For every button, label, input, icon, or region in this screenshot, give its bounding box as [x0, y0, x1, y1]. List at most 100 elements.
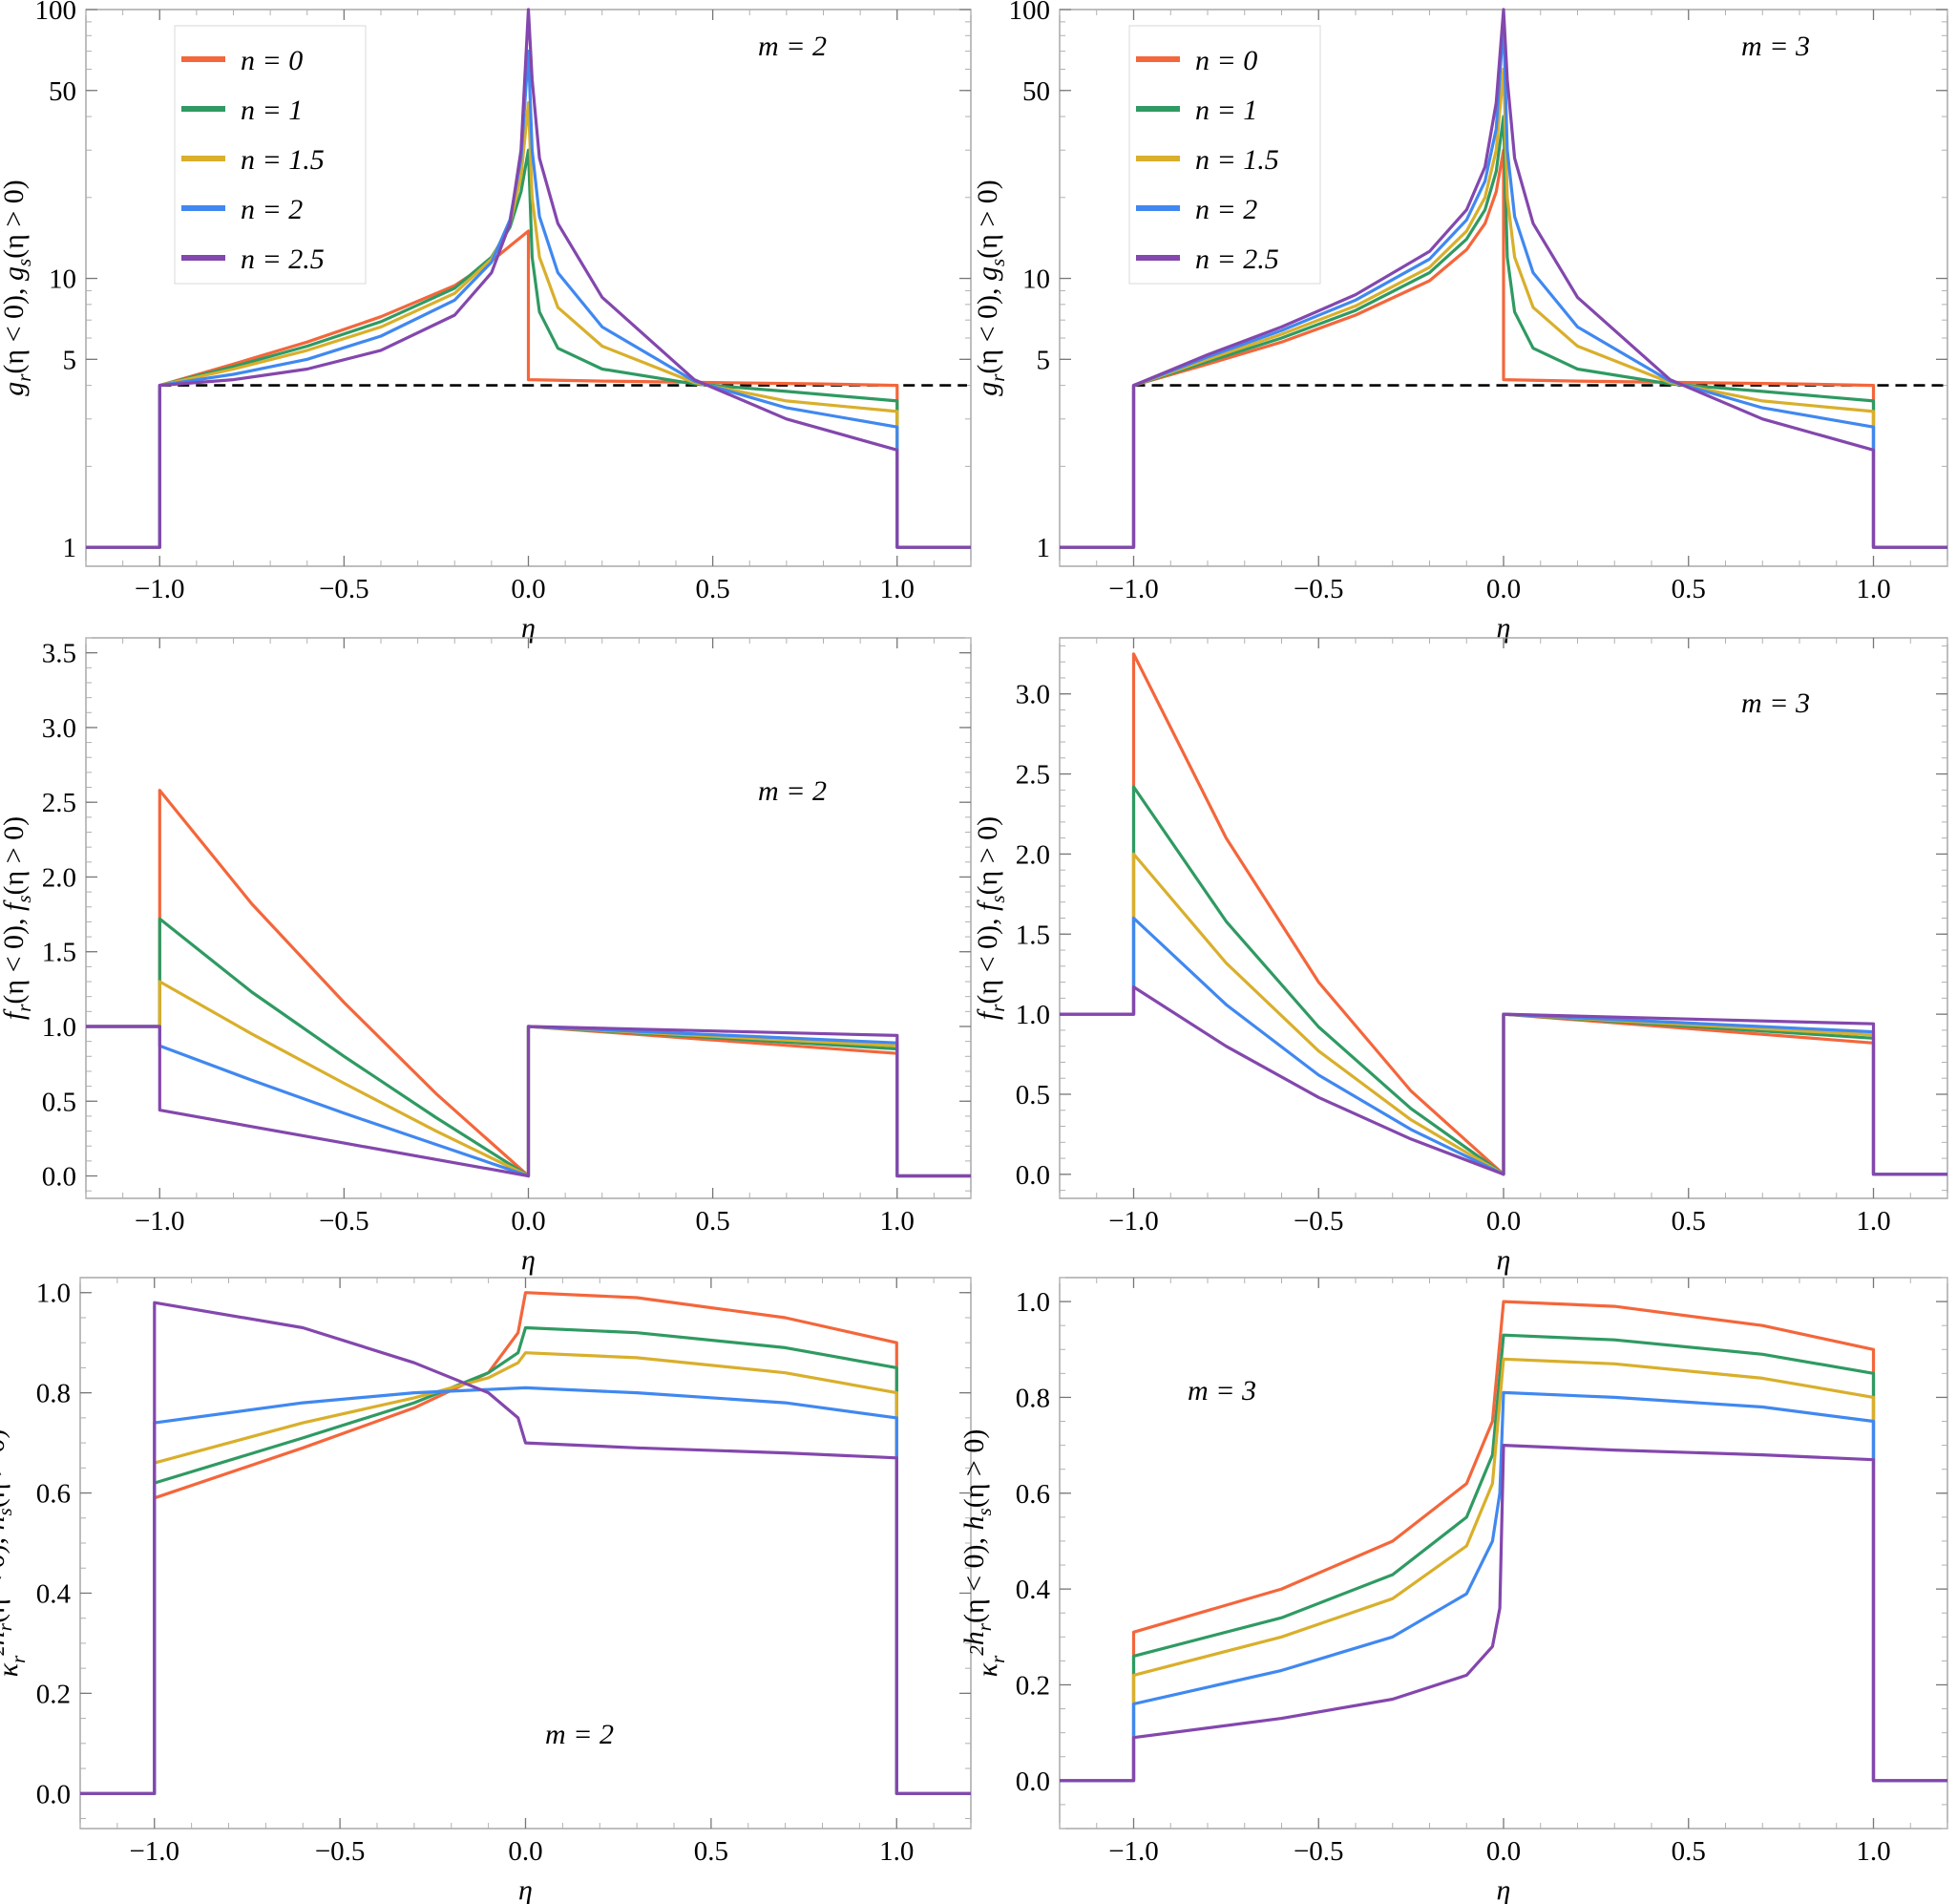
series-line-n1.5	[1060, 67, 1947, 549]
panel-annotation: m = 3	[1188, 1375, 1256, 1407]
y-tick-label: 0.0	[1016, 1160, 1050, 1191]
y-tick-label: 1	[63, 533, 77, 563]
y-tick-label: 100	[1009, 0, 1051, 26]
x-tick-label: −0.5	[1294, 1206, 1344, 1237]
y-tick-label: 10	[49, 264, 76, 295]
y-tick-label: 0.0	[42, 1162, 76, 1193]
y-tick-label: 0.6	[1016, 1479, 1050, 1510]
x-tick-label: −1.0	[135, 1206, 185, 1237]
y-tick-label: 0.4	[36, 1578, 72, 1609]
series-line-n1	[80, 1325, 971, 1795]
x-tick-label: 0.5	[1672, 1836, 1706, 1867]
series-line-n2.5	[1060, 1443, 1947, 1783]
y-tick-label: 0.4	[1016, 1575, 1051, 1605]
x-tick-label: 0.0	[1486, 574, 1521, 604]
x-tick-label: 0.0	[1486, 1206, 1521, 1237]
series-line-n2.5	[1060, 984, 1947, 1176]
panel-annotation: m = 3	[1741, 688, 1810, 719]
x-tick-label: −0.5	[1294, 1836, 1344, 1867]
y-tick-label: 1.0	[36, 1279, 71, 1309]
chart-panel-h-m2: 0.0 0.2 0.4 0.6 0.8 1.0 −1.0 −0.5 0.0 0.5 1.0 η κr2h…	[0, 1277, 972, 1904]
x-tick-label: 1.0	[879, 1836, 914, 1867]
plot-frame	[79, 1277, 972, 1830]
x-axis-label: η	[521, 1244, 536, 1276]
y-tick-label: 3.0	[42, 713, 76, 744]
x-tick-label: −0.5	[319, 574, 369, 604]
y-tick-label: 2.0	[1016, 839, 1050, 870]
x-tick-label: 0.0	[511, 1206, 545, 1237]
legend-entry-n1: n = 1	[1195, 95, 1257, 126]
x-tick-label: 0.5	[1672, 574, 1706, 604]
x-tick-label: −1.0	[129, 1836, 179, 1867]
x-tick-label: 0.0	[511, 574, 545, 604]
y-tick-label: 0.5	[1016, 1080, 1050, 1111]
series-line-n0	[1060, 1300, 1947, 1783]
chart-panel-g-m2: 1 5 10 50 100 −1.0 −0.5 0.0 0.5 1.0 η gr(η < 0), gs…	[0, 0, 972, 644]
chart-panel-f-m2: 0.0 0.5 1.0 1.5 2.0 2.5 3.0 3.5 −1.0 −0.5 0.0 0.5 1.…	[0, 637, 972, 1276]
y-tick-label: 3.0	[1016, 680, 1050, 710]
series-line-n1.5	[86, 100, 971, 549]
y-tick-label: 100	[35, 0, 77, 26]
series-line-n1.5	[1060, 1357, 1947, 1783]
y-tick-label: 1.5	[1016, 920, 1050, 950]
y-tick-label: 0.8	[36, 1379, 71, 1409]
x-axis-label: η	[518, 1874, 533, 1904]
series-line-n1	[86, 148, 971, 549]
y-tick-label: 0.5	[42, 1087, 76, 1117]
series-line-n0	[1060, 148, 1947, 549]
x-tick-label: 0.5	[1672, 1206, 1706, 1237]
y-axis-label: gr(η < 0), gs(η > 0)	[0, 180, 35, 396]
y-tick-label: 10	[1022, 264, 1050, 295]
series-line-n2.5	[1060, 8, 1947, 549]
series-line-n2.5	[80, 1301, 971, 1795]
y-tick-label: 50	[1022, 76, 1050, 107]
y-tick-label: 5	[1037, 345, 1051, 375]
panel-annotation: m = 2	[758, 31, 827, 62]
x-tick-label: −1.0	[135, 574, 185, 604]
y-tick-label: 0.2	[1016, 1670, 1050, 1701]
legend: n = 0 n = 1 n = 1.5 n = 2 n = 2.5	[1128, 25, 1321, 285]
y-tick-label: 5	[63, 345, 77, 375]
chart-panel-h-m3: 0.0 0.2 0.4 0.6 0.8 1.0 −1.0 −0.5 0.0 0.5 1.0 η κr2h…	[958, 1277, 1948, 1904]
x-tick-label: 1.0	[1856, 574, 1890, 604]
x-tick-label: 0.5	[694, 1836, 728, 1867]
y-tick-label: 0.0	[36, 1779, 71, 1809]
y-tick-label: 1.5	[42, 938, 76, 968]
y-axis-label: fr(η < 0), fs(η > 0)	[0, 816, 35, 1020]
series-line-n2.5	[86, 1025, 971, 1178]
series-line-n0	[80, 1291, 971, 1795]
y-tick-label: 2.0	[42, 862, 76, 893]
y-tick-label: 1.0	[1016, 1000, 1050, 1030]
series-line-n1	[1060, 1333, 1947, 1783]
y-tick-label: 0.8	[1016, 1383, 1050, 1413]
x-axis-label: η	[1497, 1874, 1511, 1904]
x-tick-label: −0.5	[319, 1206, 369, 1237]
x-axis-label: η	[1497, 1244, 1511, 1276]
y-axis-label: fr(η < 0), fs(η > 0)	[972, 816, 1009, 1020]
y-tick-label: 3.5	[42, 639, 76, 669]
legend-box	[1128, 25, 1321, 285]
panel-annotation: m = 2	[758, 775, 827, 807]
x-tick-label: 1.0	[880, 574, 915, 604]
x-tick-label: −0.5	[1294, 574, 1344, 604]
chart-panel-f-m3: 0.0 0.5 1.0 1.5 2.0 2.5 3.0 −1.0 −0.5 0.0 0.5 1.0 η f…	[972, 637, 1948, 1276]
x-tick-label: −1.0	[1108, 574, 1159, 604]
x-tick-label: 1.0	[880, 1206, 915, 1237]
series-line-n2.5	[86, 8, 971, 549]
x-tick-label: 0.5	[696, 1206, 730, 1237]
panel-annotation: m = 3	[1741, 31, 1810, 62]
y-tick-label: 0.6	[36, 1479, 71, 1510]
series-line-n0	[86, 229, 971, 549]
legend-entry-n1: n = 1	[241, 95, 303, 126]
legend-entry-n2: n = 2	[241, 194, 303, 225]
x-tick-label: −1.0	[1108, 1206, 1159, 1237]
x-tick-label: 0.0	[508, 1836, 542, 1867]
legend: n = 0 n = 1 n = 1.5 n = 2 n = 2.5	[174, 25, 367, 285]
y-tick-label: 1	[1037, 533, 1051, 563]
y-tick-label: 0.0	[1016, 1766, 1050, 1797]
x-tick-label: 0.0	[1486, 1836, 1521, 1867]
series-line-n2	[1060, 1390, 1947, 1783]
legend-entry-n2.5: n = 2.5	[1195, 243, 1279, 275]
chart-panel-g-m3: 1 5 10 50 100 −1.0 −0.5 0.0 0.5 1.0 η gr(η < 0), gs…	[972, 0, 1948, 644]
